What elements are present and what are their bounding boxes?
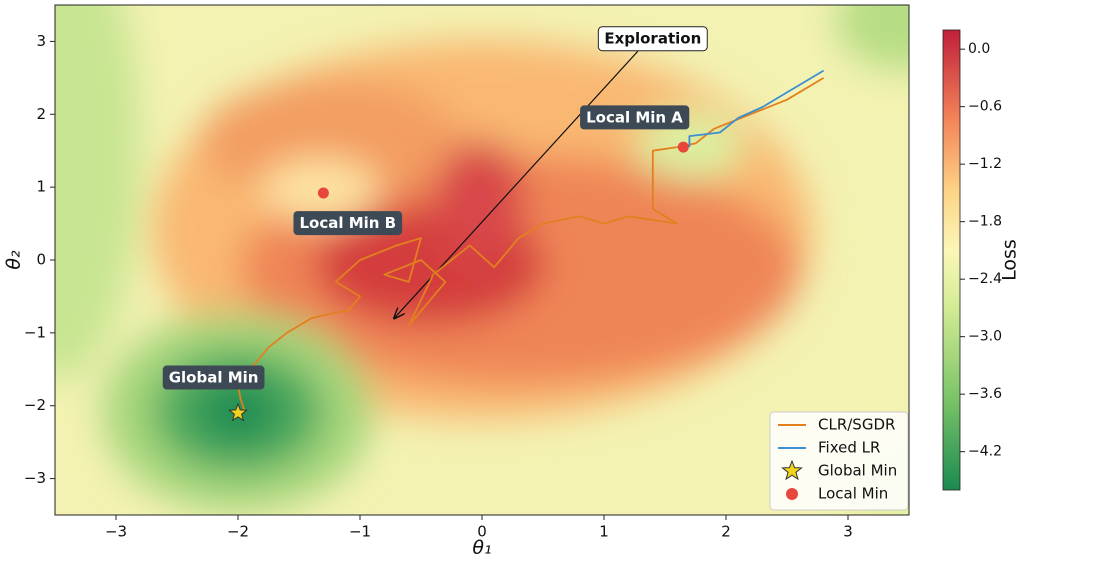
colorbar-tick-label: 0.0 xyxy=(968,41,990,57)
annotation: Global Min xyxy=(162,365,265,390)
legend-label: Global Min xyxy=(818,462,897,480)
colorbar-tick-label: −4.2 xyxy=(968,444,1002,460)
y-tick-label: −2 xyxy=(24,396,46,414)
colorbar-tick-label: −3.6 xyxy=(968,386,1002,402)
annotation-box xyxy=(580,105,690,130)
x-axis-label: θ₁ xyxy=(472,537,491,559)
colorbar-tick-label: −1.2 xyxy=(968,156,1002,172)
annotation: Local Min B xyxy=(293,211,403,236)
colorbar-tick-label: −1.8 xyxy=(968,214,1002,230)
legend-label: CLR/SGDR xyxy=(818,416,895,434)
axes: −3 −2 −1 0 1 2 3 −3 −2 −1 0 1 2 3 0.0 −0.6 −1.2 −1.8 −2.4 −… xyxy=(24,32,1002,541)
colorbar-tick-label: −3.0 xyxy=(968,329,1002,345)
legend-swatch xyxy=(781,459,803,481)
legend-label: Local Min xyxy=(818,485,888,503)
y-tick-label: 0 xyxy=(36,251,46,269)
y-axis-label: θ₂ xyxy=(3,250,25,270)
x-tick-label: 0 xyxy=(477,523,487,541)
trajectories: Exploration Local Min A Local Min B Global … xyxy=(162,26,825,422)
annotation-box xyxy=(597,26,708,52)
legend-swatch xyxy=(786,488,798,500)
annotation-label: Local Min B xyxy=(299,214,396,232)
global-min-marker xyxy=(228,402,248,422)
legend-label: Fixed LR xyxy=(818,439,880,457)
y-tick-label: 1 xyxy=(36,178,46,196)
annotation: Local Min A xyxy=(580,105,690,130)
local-min-marker xyxy=(677,141,689,153)
trajectory-line xyxy=(237,77,825,414)
annotation-label: Local Min A xyxy=(586,108,683,126)
y-tick-label: −3 xyxy=(24,469,46,487)
annotation-box xyxy=(293,211,403,236)
y-tick-label: 2 xyxy=(36,105,46,123)
y-tick-label: 3 xyxy=(36,32,46,50)
y-tick-label: −1 xyxy=(24,323,46,341)
x-tick-label: −3 xyxy=(105,523,127,541)
colorbar-label: Loss xyxy=(999,239,1021,281)
x-tick-label: 3 xyxy=(843,523,853,541)
annotation-box xyxy=(162,365,265,390)
x-tick-label: 1 xyxy=(599,523,609,541)
local-min-marker xyxy=(317,187,329,199)
annotation-label: Exploration xyxy=(604,30,701,48)
x-tick-label: −2 xyxy=(227,523,249,541)
annotation: Exploration xyxy=(597,26,708,52)
colorbar-tick-label: −0.6 xyxy=(968,99,1002,115)
trajectory-line xyxy=(688,69,825,148)
x-tick-label: −1 xyxy=(349,523,371,541)
colorbar-tick-label: −2.4 xyxy=(968,271,1002,287)
x-tick-label: 2 xyxy=(721,523,731,541)
legend: CLR/SGDR Fixed LR Global Min Local Min xyxy=(769,411,909,511)
annotation-label: Global Min xyxy=(169,369,259,387)
colorbar xyxy=(942,29,961,491)
